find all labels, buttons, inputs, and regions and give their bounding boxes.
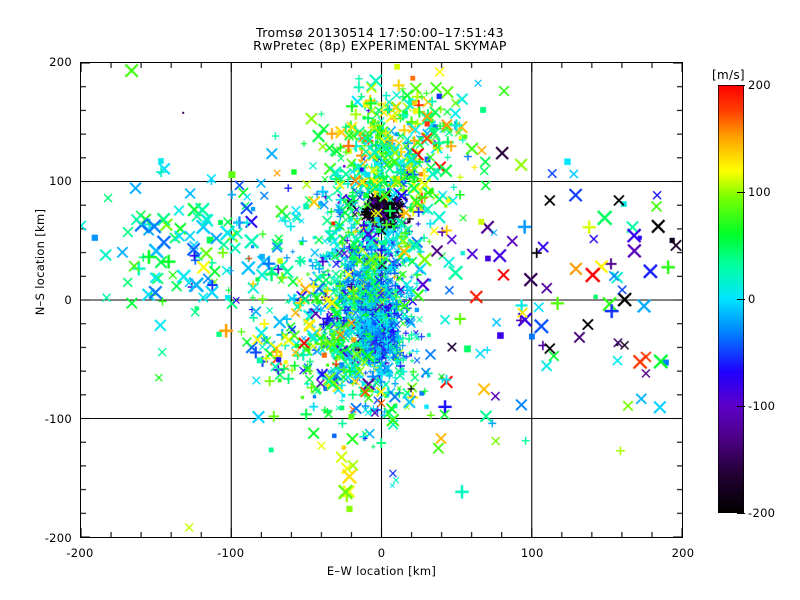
x-tick-label: -200 [66,546,94,560]
x-tick-label: 100 [520,546,544,560]
colorbar-tick-mark [737,298,745,300]
y-tick-label: -200 [44,531,72,545]
colorbar-tick-mark [737,405,745,407]
y-tick-label: -100 [44,412,72,426]
chart-title: Tromsø 20130514 17:50:00–17:51:43 RwPret… [0,26,760,52]
y-tick-label: 200 [49,55,72,69]
x-axis-title: E–W location [km] [326,564,437,578]
colorbar-tick-mark [737,512,745,514]
colorbar-tick-label: 100 [748,185,771,199]
y-tick-label: 100 [49,174,72,188]
x-tick-label: -100 [217,546,245,560]
colorbar-tick-mark [737,191,745,193]
y-axis-title: N–S location [km] [33,208,47,316]
colorbar-tick-label: 200 [748,78,771,92]
colorbar-tick-label: -100 [748,399,776,413]
scatter-plot-area [80,62,683,538]
y-tick-label: 0 [64,293,72,307]
x-tick-label: 0 [377,546,386,560]
scatter-canvas [81,63,682,537]
title-line-1: Tromsø 20130514 17:50:00–17:51:43 [256,25,504,40]
colorbar-unit-label: [m/s] [712,68,745,82]
x-tick-label: 200 [671,546,695,560]
colorbar-tick-label: 0 [748,292,756,306]
colorbar-tick-label: -200 [748,506,776,520]
title-line-2: RwPretec (8p) EXPERIMENTAL SKYMAP [253,38,507,53]
colorbar-tick-mark [737,84,745,86]
